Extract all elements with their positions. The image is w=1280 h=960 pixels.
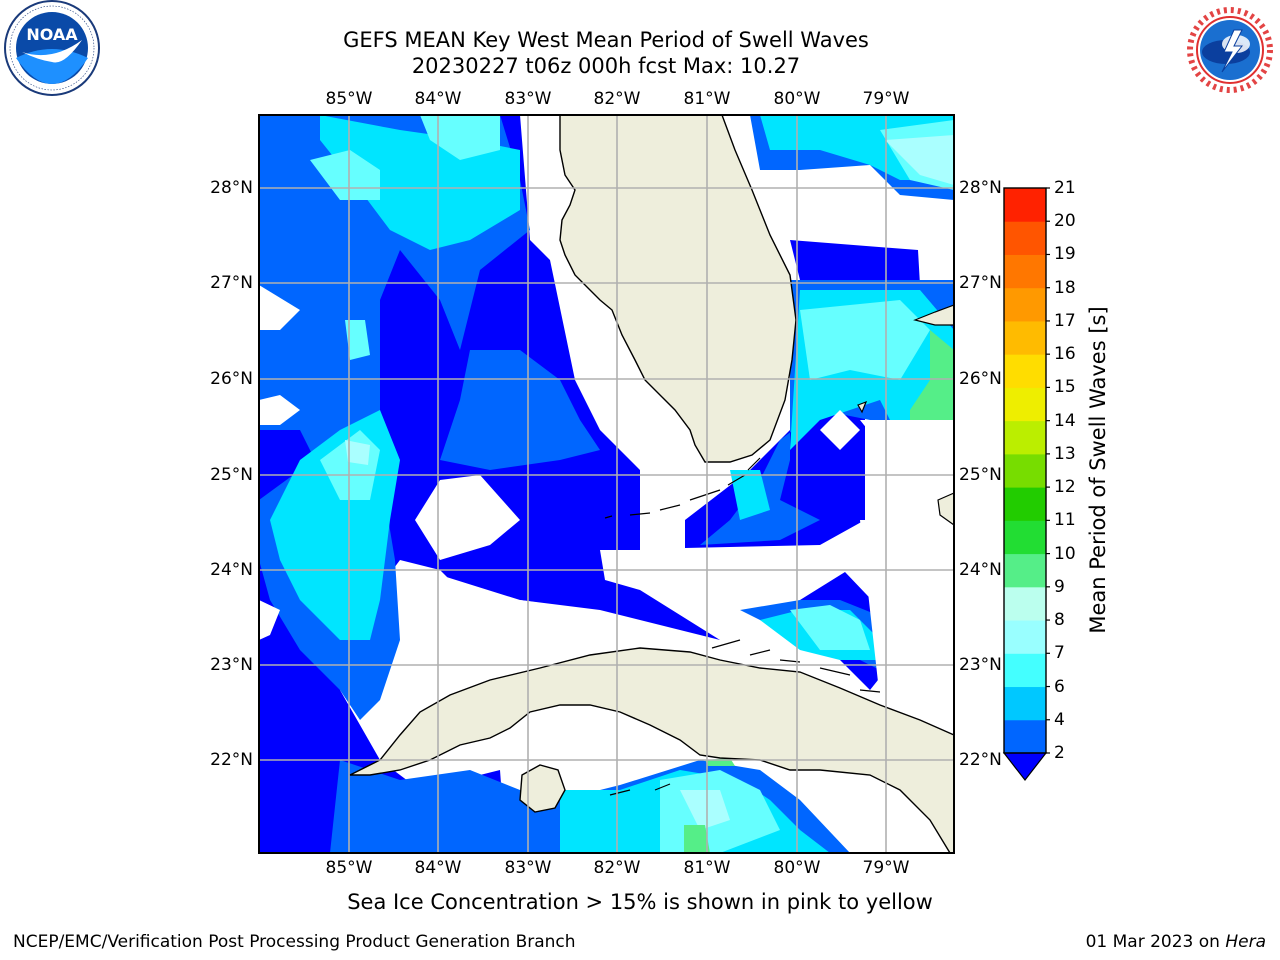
colorbar-tick-label: 18 (1054, 277, 1076, 298)
colorbar-band (1004, 453, 1046, 488)
colorbar-tick-label: 10 (1054, 543, 1076, 564)
colorbar-tick-label: 11 (1054, 510, 1076, 531)
lat-label-left: 26°N (210, 369, 253, 389)
colorbar-tick-label: 14 (1054, 410, 1076, 431)
lat-label-right: 28°N (959, 178, 1002, 198)
svg-text:NOAA: NOAA (26, 25, 78, 44)
chart-subtitle: 20230227 t06z 000h fcst Max: 10.27 (411, 54, 801, 78)
colorbar-tick-label: 15 (1054, 377, 1076, 398)
colorbar-tick-label: 20 (1054, 211, 1076, 232)
lon-label-bottom: 84°W (414, 858, 462, 878)
map-frame (258, 114, 955, 854)
colorbar-frame (1003, 187, 1047, 754)
colorbar-band (1004, 354, 1046, 388)
colorbar-band (1004, 188, 1046, 222)
colorbar-band (1004, 686, 1046, 721)
lon-label-bottom: 81°W (683, 858, 731, 878)
nws-logo-icon (1176, 0, 1280, 100)
lon-label-top: 85°W (325, 89, 373, 109)
colorbar (1002, 187, 1050, 781)
sea-ice-note: Sea Ice Concentration > 15% is shown in … (347, 890, 933, 914)
colorbar-extend-arrow (1002, 752, 1048, 781)
colorbar-tick-label: 9 (1054, 576, 1065, 597)
colorbar-band (1004, 520, 1046, 555)
colorbar-band (1004, 586, 1046, 621)
colorbar-tick-label: 8 (1054, 610, 1065, 631)
florida-keys (604, 457, 761, 519)
colorbar-band (1004, 320, 1046, 355)
colorbar-tick-label: 12 (1054, 477, 1076, 498)
colorbar-band (1004, 254, 1046, 289)
colorbar-band (1004, 387, 1046, 422)
lon-label-bottom: 79°W (862, 858, 910, 878)
lon-label-top: 84°W (414, 89, 462, 109)
footer-host: Hera (1225, 932, 1266, 952)
land-cuba (349, 647, 954, 853)
land-isla-de-la-juventud (519, 764, 566, 813)
lat-label-right: 24°N (959, 560, 1002, 580)
footer-date: 01 Mar 2023 on Hera (1085, 932, 1266, 952)
colorbar-band (1004, 487, 1046, 521)
lon-label-bottom: 82°W (593, 858, 641, 878)
footer-credit: NCEP/EMC/Verification Post Processing Pr… (13, 932, 576, 952)
lat-label-left: 23°N (210, 655, 253, 675)
lon-label-top: 81°W (683, 89, 731, 109)
colorbar-tick-label: 16 (1054, 344, 1076, 365)
lon-label-top: 79°W (862, 89, 910, 109)
colorbar-tick-label: 13 (1054, 443, 1076, 464)
lat-label-right: 27°N (959, 273, 1002, 293)
lon-label-bottom: 83°W (504, 858, 552, 878)
colorbar-tick-label: 2 (1054, 743, 1065, 763)
colorbar-band (1004, 221, 1046, 255)
colorbar-tick-label: 7 (1054, 643, 1065, 664)
lon-label-top: 80°W (773, 89, 821, 109)
lat-label-left: 22°N (210, 750, 253, 770)
chart-title: GEFS MEAN Key West Mean Period of Swell … (343, 28, 869, 52)
colorbar-tick-label: 6 (1054, 676, 1065, 697)
colorbar-band (1004, 620, 1046, 654)
lon-label-bottom: 80°W (773, 858, 821, 878)
colorbar-band (1004, 553, 1046, 588)
lat-label-right: 26°N (959, 369, 1002, 389)
lat-label-left: 27°N (210, 273, 253, 293)
lat-label-left: 28°N (210, 178, 253, 198)
colorbar-tick-label: 21 (1054, 178, 1076, 198)
lat-label-left: 25°N (210, 465, 253, 485)
colorbar-band (1004, 420, 1046, 455)
swell-period-band-pale (345, 135, 954, 830)
lat-label-right: 25°N (959, 465, 1002, 485)
lon-label-top: 82°W (593, 89, 641, 109)
graticule (259, 115, 954, 853)
colorbar-tick-label: 4 (1054, 709, 1065, 730)
lat-label-right: 23°N (959, 655, 1002, 675)
cuba-north-cays (609, 639, 881, 796)
noaa-logo-icon: NOAA (0, 0, 104, 100)
lon-label-bottom: 85°W (325, 858, 373, 878)
colorbar-tick-label: 17 (1054, 310, 1076, 331)
lat-label-left: 24°N (210, 560, 253, 580)
colorbar-band (1004, 719, 1046, 754)
colorbar-band (1004, 653, 1046, 688)
lon-label-top: 83°W (504, 89, 552, 109)
colorbar-tick-label: 19 (1054, 244, 1076, 265)
colorbar-band (1004, 287, 1046, 322)
land-bahamas (857, 304, 954, 526)
lat-label-right: 22°N (959, 750, 1002, 770)
